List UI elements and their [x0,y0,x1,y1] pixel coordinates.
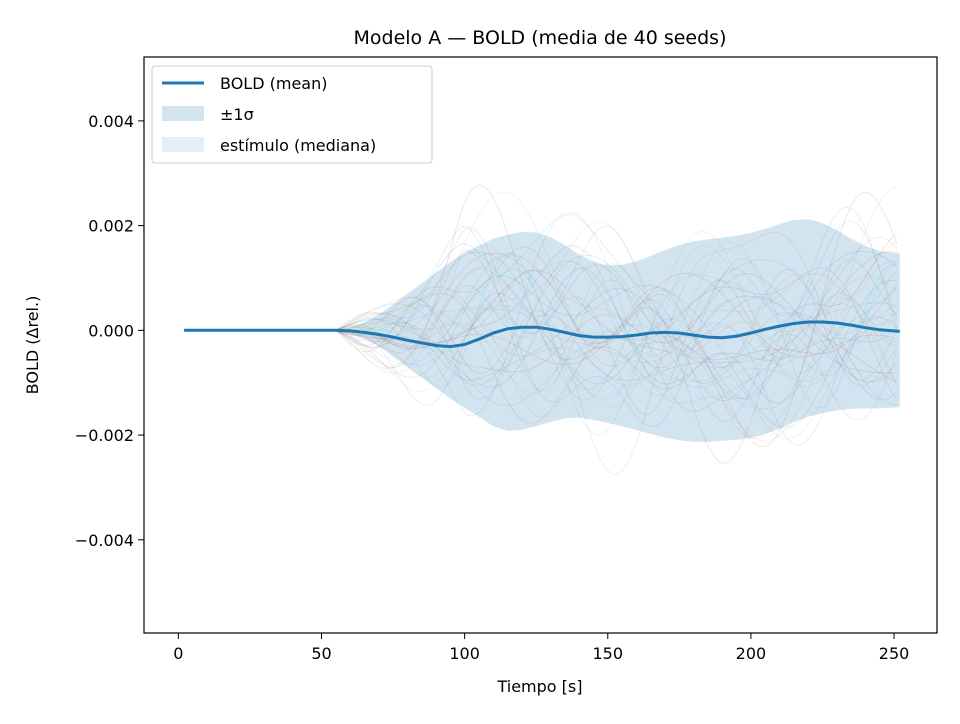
y-tick-label: 0.004 [88,112,134,131]
seed-trace [335,225,898,446]
legend-label-stimulus: estímulo (mediana) [220,136,376,155]
seed-trace [335,236,898,401]
seed-trace [335,268,898,400]
seed-trace [335,230,898,400]
seed-trace [335,272,898,387]
legend: BOLD (mean) ±1σ estímulo (mediana) [151,65,433,164]
seed-trace [335,220,898,440]
x-axis-label: Tiempo [s] [496,677,582,696]
y-tick-label: 0.000 [88,321,134,340]
x-tick-label: 250 [879,644,910,663]
legend-label-mean: BOLD (mean) [220,74,327,93]
legend-swatch-std-band [162,106,204,121]
seed-trace [335,220,898,428]
seed-trace [335,184,898,404]
seed-trace [335,243,898,400]
legend-swatch-stimulus [162,137,204,152]
legend-label-std: ±1σ [220,105,254,124]
seed-trace [335,232,898,476]
seed-trace [335,249,898,448]
seed-trace [335,274,897,429]
x-tick-label: 0 [173,644,183,663]
seed-trace [335,212,898,410]
seed-trace [335,251,897,382]
mean-line [184,320,900,349]
seed-trace [335,287,897,381]
seed-trace [335,302,898,369]
seed-trace [335,263,898,395]
seed-trace [335,252,897,409]
std-band-area [335,219,900,442]
y-tick-label: −0.002 [75,426,134,445]
seed-trace [335,254,898,386]
plot-area-frame [143,56,938,634]
x-tick-label: 50 [311,644,331,663]
seed-trace [335,245,898,385]
y-tick-label: −0.004 [75,531,134,550]
seed-trace [335,269,898,423]
seed-trace [335,260,898,436]
y-axis-ticks: 0.004 0.002 0.000 −0.002 −0.004 [75,112,144,550]
seed-trace [335,260,898,397]
y-axis-label: BOLD (Δrel.) [23,296,42,395]
mean-line-layer [184,320,900,349]
seed-trace [335,279,897,415]
seed-trace [335,240,898,418]
seed-trace [335,267,898,424]
seed-trace [335,272,898,382]
chart-title: Modelo A — BOLD (media de 40 seeds) [354,27,727,49]
seed-trace [335,244,898,408]
y-tick-label: 0.002 [88,217,134,236]
seed-trace [335,214,898,421]
seed-trace [335,206,898,412]
x-tick-label: 150 [593,644,624,663]
seed-trace [335,185,898,442]
individual-seed-traces [335,184,898,476]
x-tick-label: 200 [736,644,767,663]
seed-trace [335,252,897,388]
seed-trace [335,267,898,366]
x-tick-label: 100 [449,644,480,663]
std-band-layer [335,219,900,442]
legend-frame [151,65,433,164]
seed-trace [335,260,898,383]
x-axis-ticks: 0 50 100 150 200 250 [173,633,909,663]
